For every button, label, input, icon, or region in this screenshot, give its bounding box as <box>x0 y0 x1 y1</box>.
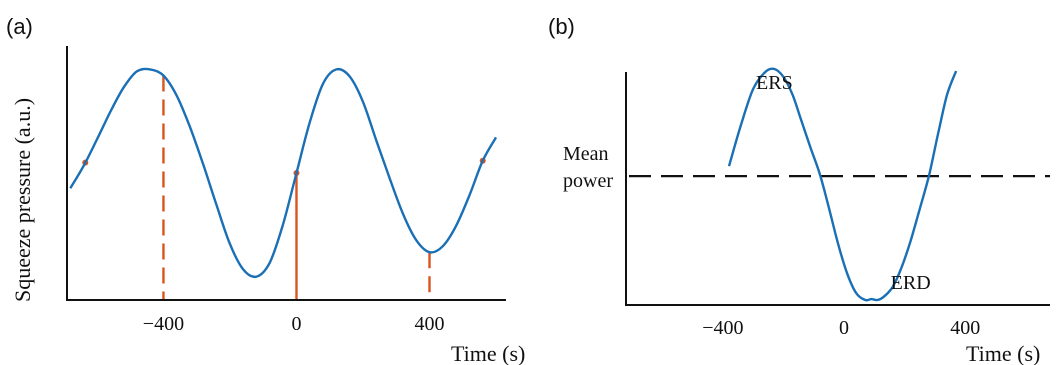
panel-b-tick-labels: −400 0 400 <box>702 317 980 339</box>
panel-b-x-tick-label: −400 <box>702 317 743 339</box>
ers-annotation: ERS <box>756 72 793 94</box>
panel-a-markers <box>82 75 486 299</box>
panel-b-label: (b) <box>548 14 575 39</box>
power-line <box>727 67 958 302</box>
erd-annotation: ERD <box>891 272 931 294</box>
panel-b-annotations: ERS ERD <box>756 72 931 294</box>
squeeze-pressure-line <box>69 67 498 279</box>
panel-a-x-tick-label: 0 <box>291 313 301 335</box>
mean-power-label: Mean power <box>563 143 614 192</box>
panel-a-y-axis-title: Squeeze pressure (a.u.) <box>10 98 35 302</box>
mean-power-label-line2: power <box>563 170 613 192</box>
panel-a-x-tick-label: 400 <box>415 313 445 335</box>
panel-a-tick-labels: −400 0 400 <box>143 313 445 335</box>
panel-b-plot <box>727 67 958 302</box>
panel-a-plot <box>69 67 498 279</box>
panel-b: (b) Time (s) Mean power −400 0 400 ERS ERD <box>548 14 1050 365</box>
mean-power-label-line1: Mean <box>563 143 609 165</box>
panel-b-x-tick-label: 0 <box>839 317 849 339</box>
panel-a-label: (a) <box>6 14 33 39</box>
panel-a: (a) Squeeze pressure (a.u.) Time (s) −40… <box>6 14 525 365</box>
panel-a-x-tick-label: −400 <box>143 313 184 335</box>
panel-b-x-axis-title: Time (s) <box>966 341 1040 365</box>
panel-a-x-axis-title: Time (s) <box>451 341 525 365</box>
panel-b-x-tick-label: 400 <box>950 317 980 339</box>
